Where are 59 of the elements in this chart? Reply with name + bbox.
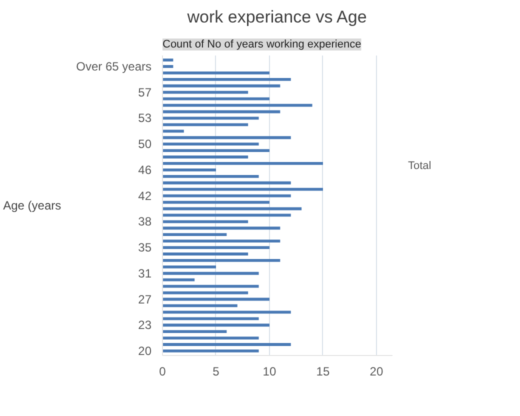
y-tick-label: 46 — [138, 162, 152, 177]
x-tick-label: 15 — [316, 364, 330, 378]
bar — [162, 136, 291, 140]
bar — [162, 181, 291, 184]
bar — [162, 168, 216, 172]
bar — [162, 240, 280, 243]
bar — [162, 142, 259, 146]
y-tick-label: Over 65 years — [76, 59, 152, 74]
y-tick-label: 38 — [138, 214, 152, 229]
bar — [162, 350, 259, 352]
y-tick-label: 57 — [138, 85, 152, 100]
bar — [162, 162, 323, 165]
chart-subtitle: Count of No of years working experience — [162, 38, 362, 50]
bar — [162, 278, 195, 282]
bar — [162, 84, 280, 88]
chart-title: work experiance vs Age — [186, 8, 367, 26]
bar — [162, 330, 227, 334]
y-tick-label: 20 — [138, 344, 152, 358]
y-tick-label: 23 — [138, 318, 152, 332]
x-tick-label: 10 — [262, 364, 276, 378]
bar — [162, 65, 174, 68]
bar — [162, 233, 227, 236]
bar — [162, 72, 270, 74]
text: Total — [408, 160, 432, 172]
y-tick-label: 53 — [138, 111, 152, 126]
x-tick-label: 0 — [159, 364, 166, 378]
bar — [162, 252, 248, 256]
bar — [162, 78, 291, 81]
bar — [162, 310, 291, 314]
bar — [162, 226, 280, 230]
bar — [162, 343, 291, 346]
bar — [162, 259, 280, 262]
bar — [162, 214, 291, 217]
bar — [162, 130, 184, 133]
bar — [162, 336, 259, 340]
bar — [162, 123, 248, 126]
bar — [162, 272, 259, 275]
y-tick-label: 50 — [138, 137, 152, 152]
x-tick-label: 20 — [370, 364, 384, 378]
y-tick-label: 35 — [138, 240, 152, 255]
bar — [162, 284, 259, 288]
bar — [162, 188, 323, 191]
y-tick-label: 31 — [138, 266, 152, 280]
y-tick-label: 42 — [138, 188, 152, 203]
bar — [162, 194, 291, 198]
bar — [162, 220, 248, 224]
bar — [162, 97, 270, 100]
bar — [162, 149, 270, 152]
y-axis-title: Age (years — [3, 198, 62, 212]
bar — [162, 317, 259, 320]
bar — [162, 324, 270, 327]
bar — [162, 174, 259, 178]
bar — [162, 246, 270, 249]
bar — [162, 58, 174, 62]
bar — [162, 156, 248, 158]
y-tick-label: 27 — [138, 292, 152, 306]
x-tick-label: 5 — [212, 364, 220, 378]
bar — [162, 265, 216, 268]
bar — [162, 90, 248, 94]
